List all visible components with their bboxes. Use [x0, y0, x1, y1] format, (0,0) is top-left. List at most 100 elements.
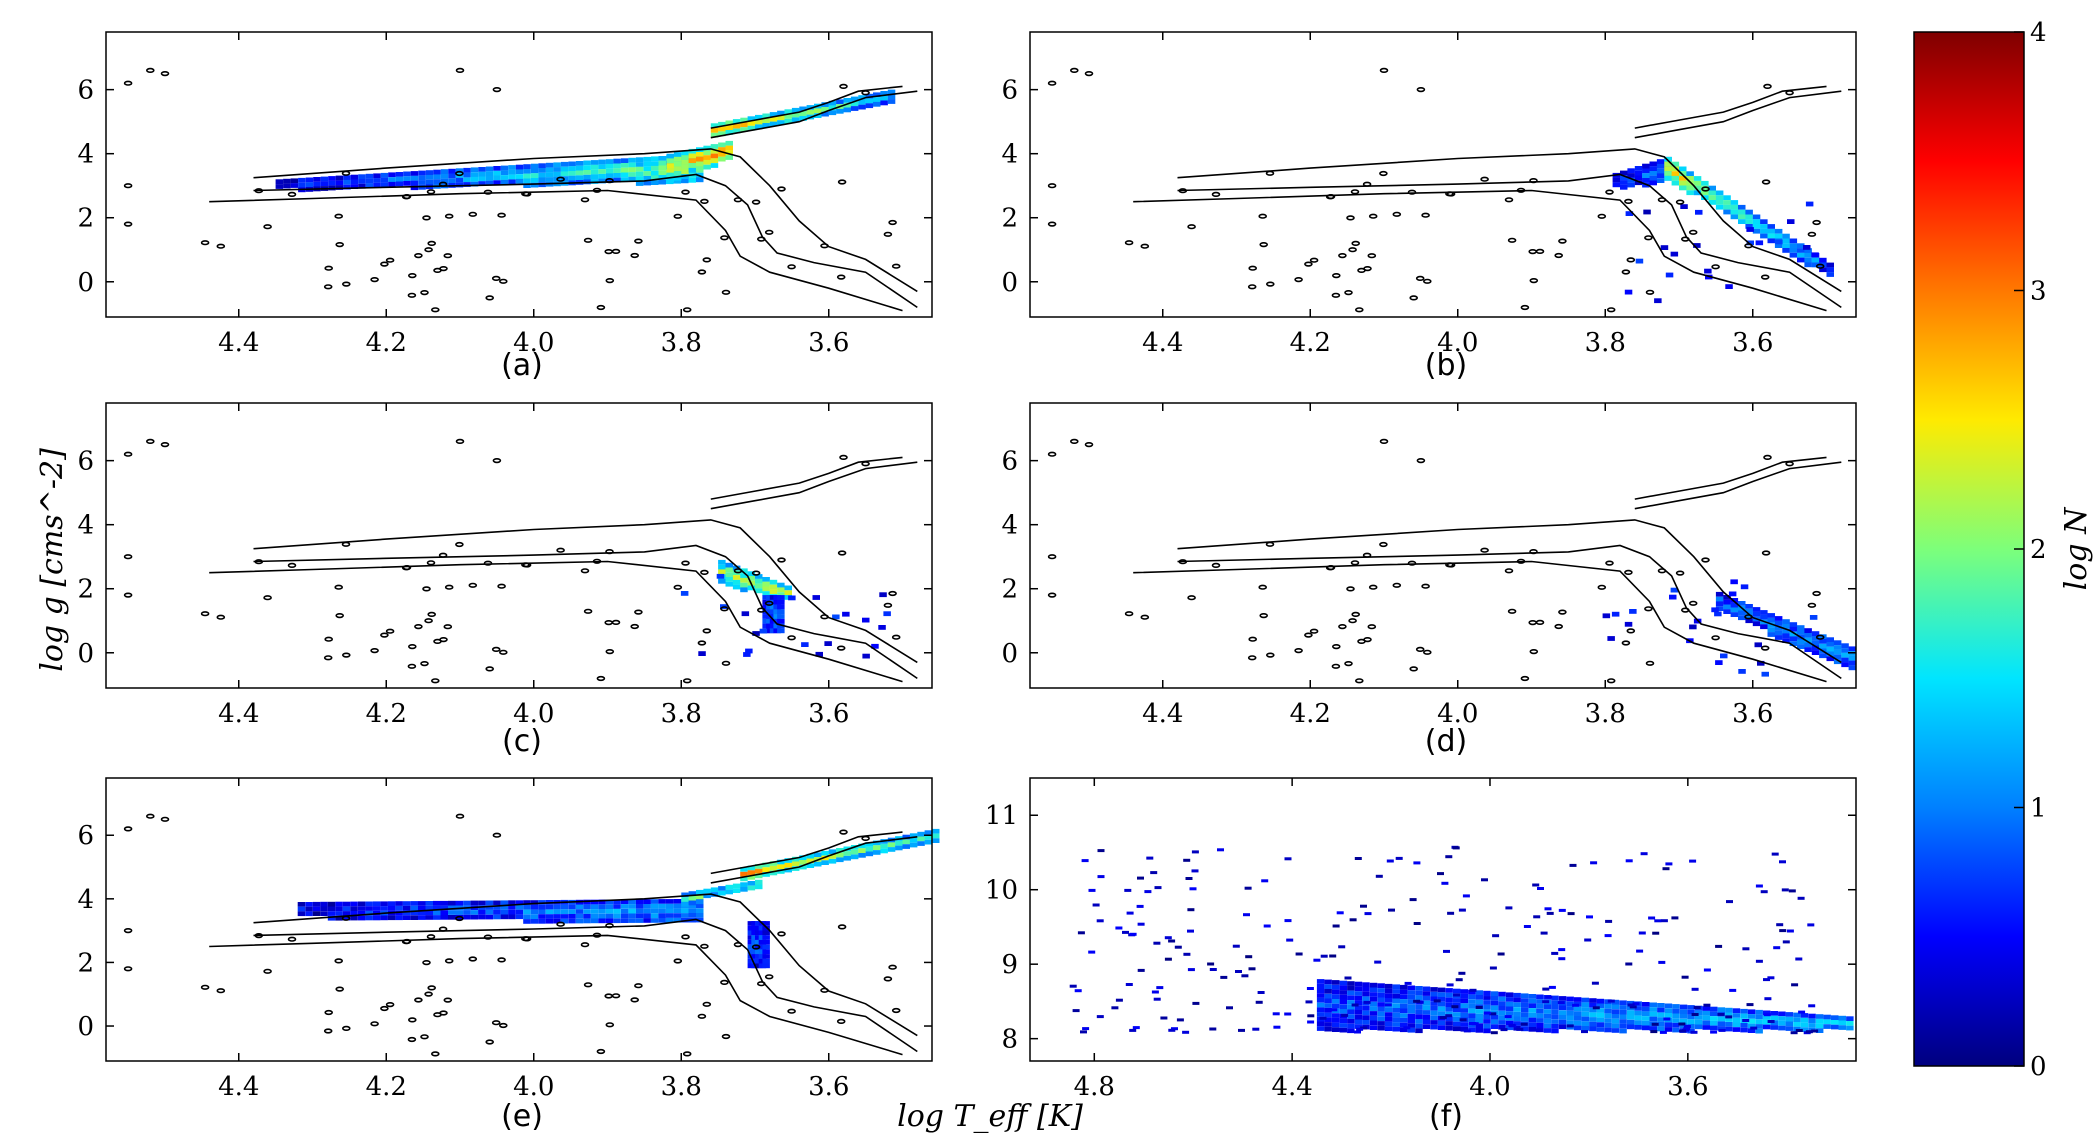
y-tick-label: 0	[1001, 268, 1018, 298]
density-cell	[681, 901, 689, 907]
contour-speck	[334, 213, 344, 219]
density-cell	[1708, 190, 1716, 196]
density-cell	[902, 844, 910, 849]
density-cell	[1804, 257, 1812, 263]
density-cell	[1415, 1028, 1423, 1034]
contour-speck	[634, 238, 643, 244]
density-cell	[762, 921, 770, 926]
density-cell	[1703, 1003, 1711, 1007]
density-cell	[1800, 1013, 1809, 1018]
density-cell	[836, 99, 844, 105]
density-cell	[917, 836, 925, 842]
density-cell	[508, 909, 516, 915]
density-cell	[1460, 989, 1468, 994]
contour-line	[253, 173, 918, 309]
density-cell	[741, 611, 750, 617]
density-cell	[1369, 987, 1378, 993]
density-cell	[1634, 1010, 1642, 1016]
density-cell	[1581, 997, 1589, 1003]
density-cell	[418, 175, 426, 181]
density-cell	[620, 163, 629, 168]
density-cell	[635, 181, 644, 186]
density-cell	[1672, 1018, 1680, 1023]
density-cell	[1136, 904, 1144, 908]
density-cell	[769, 584, 778, 590]
contour-speck	[146, 67, 155, 73]
density-cell	[1715, 200, 1724, 205]
y-tick-label: 4	[77, 511, 94, 541]
density-cell	[1589, 1012, 1597, 1018]
density-cell	[1463, 1029, 1471, 1033]
contour-speck	[1529, 548, 1538, 555]
density-cell	[836, 848, 844, 853]
density-cell	[718, 578, 726, 584]
density-cell	[478, 171, 486, 177]
contour-speck	[1266, 652, 1275, 658]
density-cell	[1460, 1022, 1468, 1027]
density-cell	[440, 915, 448, 920]
density-cell	[747, 116, 756, 122]
density-cell	[1437, 1001, 1446, 1007]
contour-speck	[1338, 253, 1347, 259]
contour-speck	[630, 252, 640, 259]
density-cell	[1671, 916, 1679, 920]
density-cell	[1586, 915, 1593, 919]
density-cell	[1384, 983, 1393, 989]
density-cell	[1521, 1012, 1529, 1017]
density-cell	[902, 834, 910, 840]
density-cell	[843, 855, 851, 861]
density-cell	[1715, 195, 1724, 201]
contour-speck	[422, 959, 431, 966]
density-cell	[1752, 228, 1761, 234]
density-cell	[858, 95, 866, 100]
contour-speck	[1681, 236, 1690, 242]
density-cell	[718, 121, 726, 127]
density-cell	[613, 918, 621, 924]
density-cell	[1226, 1006, 1233, 1010]
density-cell	[725, 145, 733, 151]
density-cell	[1634, 166, 1643, 171]
density-cell	[1771, 852, 1779, 856]
density-cell	[1686, 190, 1694, 196]
density-cell	[1430, 996, 1438, 1002]
density-cell	[1505, 1016, 1514, 1021]
density-cell	[470, 181, 479, 187]
density-cell	[1626, 1000, 1635, 1006]
density-cell	[1111, 1006, 1119, 1010]
density-cell	[1790, 1031, 1798, 1035]
density-cell	[1710, 1025, 1718, 1031]
density-cell	[1453, 988, 1461, 994]
density-cell	[335, 185, 344, 190]
density-cell	[1392, 1003, 1400, 1008]
contour-line	[253, 918, 918, 1053]
density-cell	[1153, 941, 1161, 945]
contour-speck	[1415, 275, 1425, 282]
contour-speck	[370, 277, 379, 283]
density-cell	[1747, 1018, 1756, 1024]
density-cell	[1782, 633, 1790, 639]
density-cell	[568, 918, 576, 924]
contour-speck	[1332, 643, 1341, 650]
density-cell	[1680, 204, 1688, 209]
y-tick-label: 6	[1001, 447, 1018, 477]
x-tick-label: 4.0	[513, 1072, 554, 1102]
density-cell	[1153, 997, 1161, 1001]
density-cell	[1498, 1006, 1506, 1011]
density-cell	[665, 903, 674, 909]
density-cell	[1483, 1011, 1491, 1015]
density-cell	[1581, 1016, 1589, 1022]
density-cell	[463, 167, 471, 173]
density-cell	[515, 174, 524, 179]
density-cell	[1567, 912, 1575, 916]
density-cell	[658, 175, 666, 180]
contour-speck	[1507, 237, 1517, 243]
density-cell	[1347, 995, 1355, 1001]
density-layer	[1069, 845, 1854, 1035]
density-cell	[932, 833, 940, 839]
density-cell	[1778, 1011, 1786, 1017]
density-cell	[1789, 626, 1798, 632]
density-cell	[821, 107, 829, 112]
density-cell	[643, 156, 651, 162]
density-cell	[791, 856, 800, 862]
contour-speck	[335, 242, 345, 248]
